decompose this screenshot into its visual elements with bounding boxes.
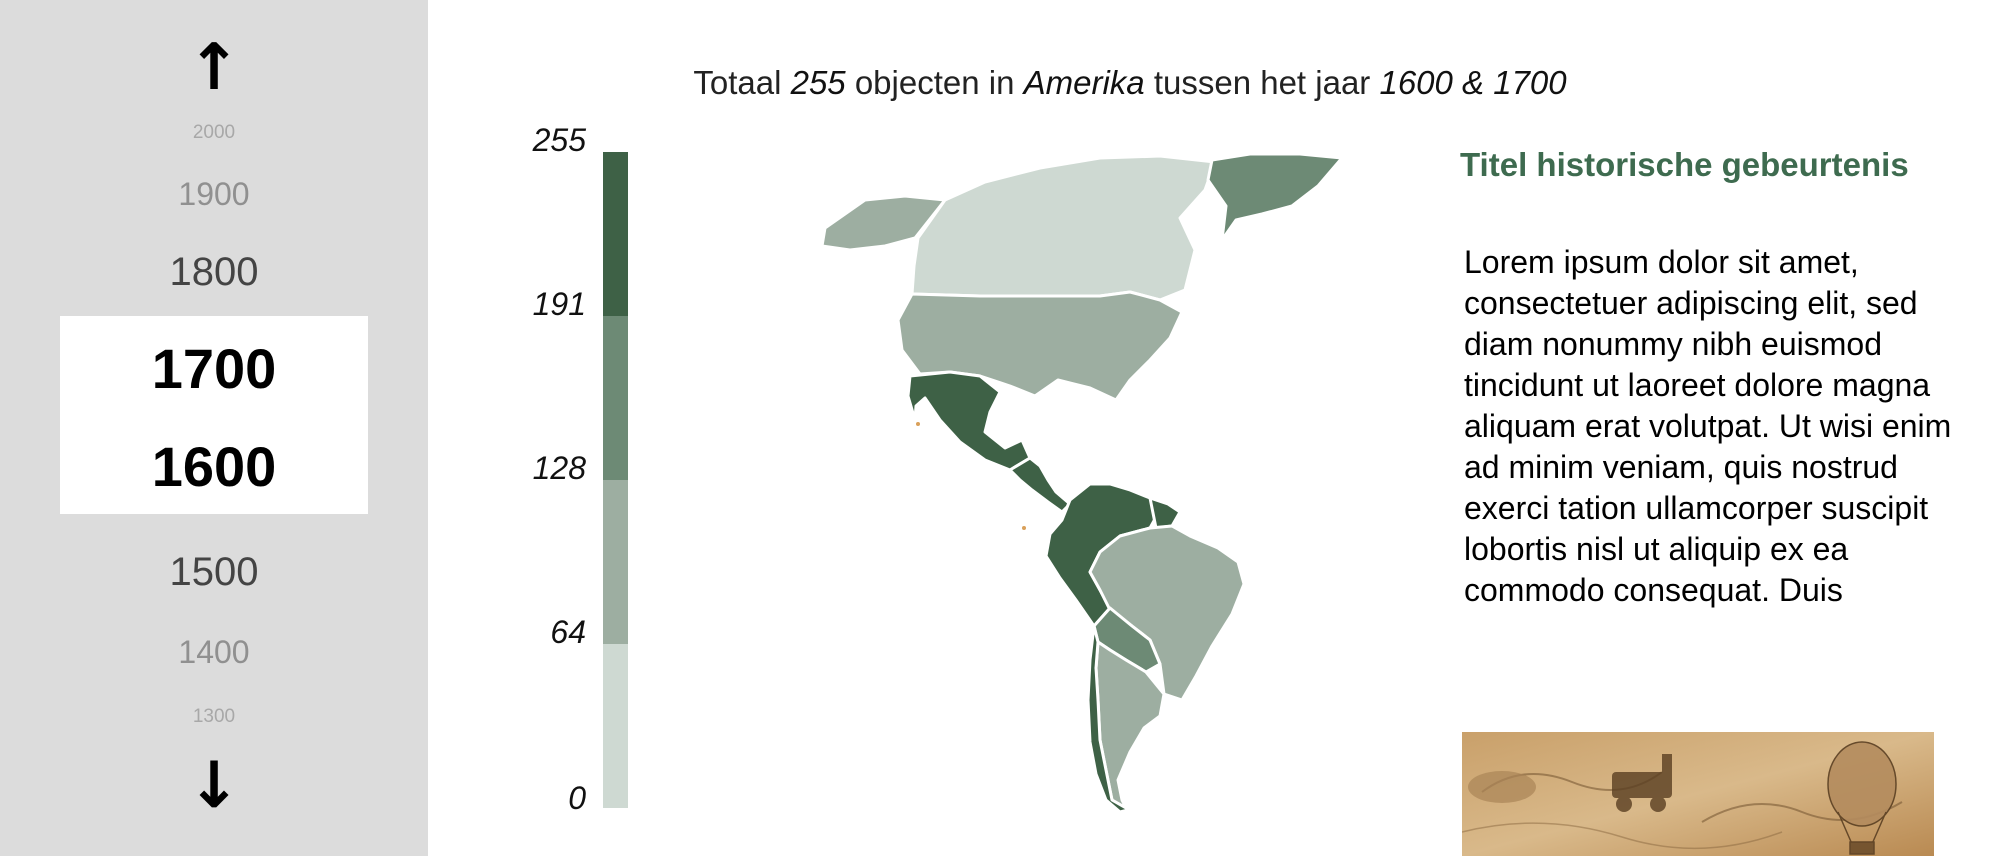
americas-map[interactable] (800, 140, 1360, 820)
legend-segment-3 (603, 480, 628, 644)
year-1500[interactable]: 1500 (169, 550, 259, 594)
legend-label-255: 255 (532, 122, 586, 158)
year-1900[interactable]: 1900 (178, 176, 250, 212)
title-range: 1600 & 1700 (1379, 64, 1567, 101)
event-title: Titel historische gebeurtenis (1460, 146, 1909, 183)
color-legend: 255 191 128 64 0 (510, 120, 640, 820)
island-marker-2 (1022, 526, 1026, 530)
title-prefix: Totaal (693, 64, 782, 101)
region-greenland[interactable] (1206, 152, 1344, 242)
legend-label-64: 64 (550, 614, 586, 650)
selected-range-box (60, 316, 368, 514)
legend-segment-2 (603, 316, 628, 480)
year-2000[interactable]: 2000 (192, 122, 236, 143)
legend-label-0: 0 (568, 780, 586, 816)
region-brazil[interactable] (1088, 524, 1246, 702)
region-guianas[interactable] (1148, 496, 1182, 530)
historic-illustration (1462, 732, 1934, 856)
island-marker (916, 422, 920, 426)
region-alaska[interactable] (820, 194, 947, 252)
selected-year-end[interactable]: 1700 (151, 337, 277, 400)
legend-segment-1 (603, 152, 628, 316)
page-title: Totaal 255 objecten in Amerika tussen he… (560, 64, 1700, 102)
region-central-america[interactable] (1008, 456, 1072, 514)
selected-year-start[interactable]: 1600 (151, 435, 277, 498)
arrow-down-icon[interactable]: ↓ (187, 749, 241, 823)
region-canada[interactable] (910, 154, 1217, 302)
title-count: 255 (790, 64, 846, 101)
legend-label-191: 191 (532, 286, 586, 322)
event-description: Lorem ipsum dolor sit amet, consectetuer… (1464, 244, 1952, 608)
historic-map-image (1462, 732, 1934, 856)
legend-label-128: 128 (532, 450, 586, 486)
legend-segment-4 (603, 644, 628, 808)
region-chile[interactable] (1086, 624, 1138, 814)
year-1300[interactable]: 1300 (192, 706, 236, 727)
year-1800[interactable]: 1800 (169, 250, 259, 294)
title-mid1: objecten in (854, 64, 1015, 101)
year-1400[interactable]: 1400 (178, 634, 250, 670)
title-mid2: tussen het jaar (1153, 64, 1371, 101)
timeline-sidebar: ↑ 2000 1900 1800 1700 1600 1500 1400 130… (0, 0, 428, 856)
title-region: Amerika (1023, 64, 1145, 101)
arrow-up-icon[interactable]: ↑ (187, 31, 241, 105)
